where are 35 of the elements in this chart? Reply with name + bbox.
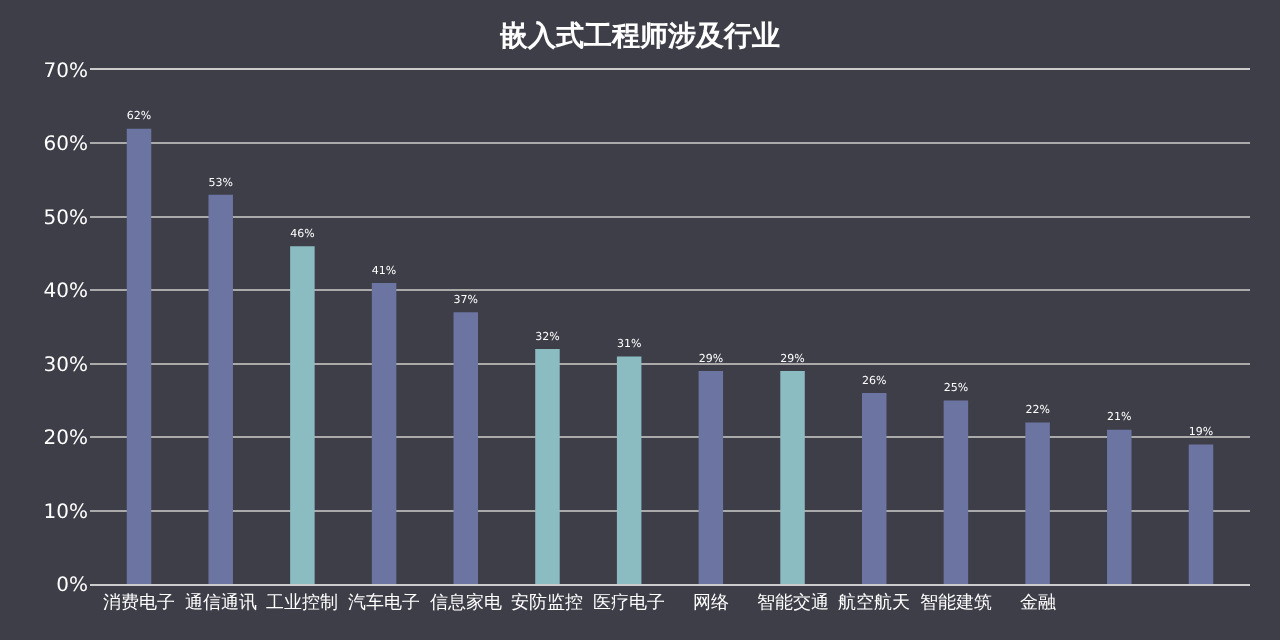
x-tick-label: 通信通讯 [184, 591, 257, 614]
x-tick-label: 安防监控 [511, 591, 584, 614]
y-tick-label: 30% [43, 354, 88, 377]
bar [535, 349, 560, 584]
bar [290, 246, 315, 584]
x-tick-label: 信息家电 [429, 591, 502, 614]
x-tick-label: 智能建筑 [919, 591, 992, 614]
bar [371, 282, 397, 584]
bar [943, 400, 969, 584]
bar [1107, 429, 1132, 584]
x-tick-label: 航空航天 [838, 591, 911, 614]
bar [126, 128, 152, 584]
x-tick-label: 工业控制 [266, 591, 339, 614]
x-tick-label: 金融 [1019, 591, 1056, 614]
x-tick-label: 医疗电子 [593, 591, 666, 614]
bar [616, 356, 642, 584]
bar [698, 371, 724, 584]
x-tick-label: 消费电子 [103, 591, 176, 614]
bar [1025, 422, 1050, 584]
y-tick-label: 40% [43, 281, 88, 304]
bar [208, 194, 233, 584]
x-tick-label: 网络 [692, 591, 729, 614]
y-tick-label: 70% [43, 61, 88, 83]
y-tick-label: 10% [43, 501, 88, 524]
y-tick-label: 0% [56, 575, 88, 597]
chart-title: 嵌入式工程师涉及行业 [498, 21, 780, 54]
bar [861, 393, 887, 584]
bar [1188, 444, 1214, 584]
y-tick-label: 60% [43, 134, 88, 157]
y-tick-label: 20% [43, 428, 88, 451]
x-tick-label: 智能交通 [756, 591, 829, 614]
x-tick-label: 汽车电子 [348, 591, 421, 614]
y-tick-label: 50% [43, 207, 88, 230]
bar [453, 312, 479, 584]
bar [780, 371, 805, 584]
